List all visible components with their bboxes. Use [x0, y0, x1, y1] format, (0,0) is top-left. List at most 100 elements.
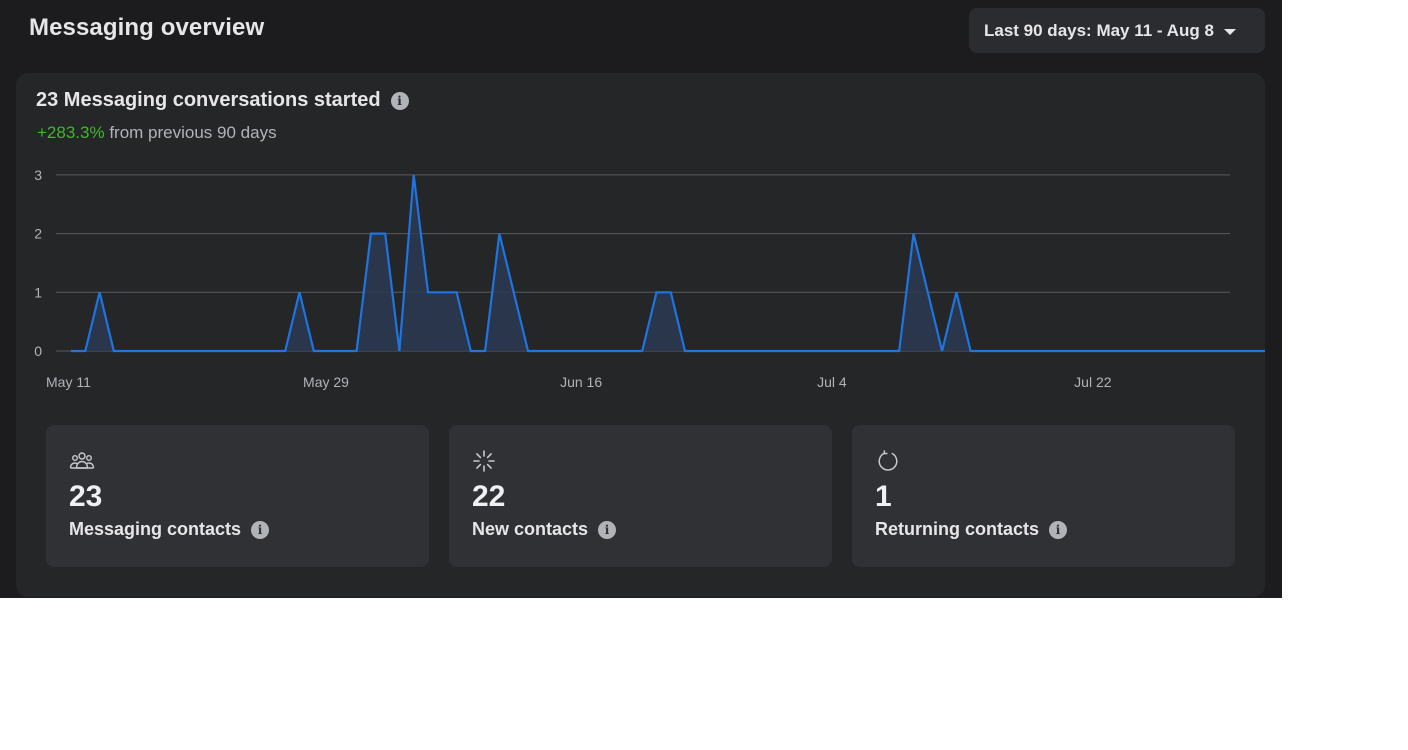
data-point[interactable]: [980, 346, 990, 356]
metric-label: Returning contacts i: [875, 519, 1212, 540]
data-point[interactable]: [1151, 346, 1161, 356]
data-point[interactable]: [109, 346, 119, 356]
data-point[interactable]: [823, 346, 833, 356]
data-point[interactable]: [452, 287, 462, 297]
data-point[interactable]: [1051, 346, 1061, 356]
data-point[interactable]: [309, 346, 319, 356]
data-point[interactable]: [723, 346, 733, 356]
data-point[interactable]: [437, 287, 447, 297]
page-title: Messaging overview: [29, 14, 265, 41]
metric-label: New contacts i: [472, 519, 809, 540]
data-point[interactable]: [1108, 346, 1118, 356]
data-point[interactable]: [180, 346, 190, 356]
data-point[interactable]: [1009, 346, 1019, 356]
info-icon[interactable]: i: [251, 520, 270, 539]
data-point[interactable]: [352, 346, 362, 356]
data-point[interactable]: [423, 287, 433, 297]
info-icon[interactable]: i: [390, 91, 409, 110]
data-point[interactable]: [323, 346, 333, 356]
x-tick-label: May 11: [46, 374, 91, 390]
data-point[interactable]: [1023, 346, 1033, 356]
data-point[interactable]: [1166, 346, 1176, 356]
data-point[interactable]: [223, 346, 233, 356]
data-point[interactable]: [1251, 346, 1261, 356]
data-point[interactable]: [209, 346, 219, 356]
data-point[interactable]: [766, 346, 776, 356]
data-point[interactable]: [1037, 346, 1047, 356]
data-point[interactable]: [66, 346, 76, 356]
data-point[interactable]: [537, 346, 547, 356]
data-point[interactable]: [152, 346, 162, 356]
metric-label: Messaging contacts i: [69, 519, 406, 540]
data-point[interactable]: [809, 346, 819, 356]
data-point[interactable]: [480, 346, 490, 356]
conversations-headline: 23 Messaging conversations started i: [36, 89, 409, 112]
data-point[interactable]: [466, 346, 476, 356]
data-point[interactable]: [337, 346, 347, 356]
data-point[interactable]: [80, 346, 90, 356]
data-point[interactable]: [580, 346, 590, 356]
data-point[interactable]: [751, 346, 761, 356]
data-point[interactable]: [1208, 346, 1218, 356]
data-point[interactable]: [394, 346, 404, 356]
data-point[interactable]: [837, 346, 847, 356]
data-point[interactable]: [623, 346, 633, 356]
data-point[interactable]: [137, 346, 147, 356]
data-point[interactable]: [1180, 346, 1190, 356]
data-point[interactable]: [737, 346, 747, 356]
data-point[interactable]: [95, 287, 105, 297]
data-point[interactable]: [666, 287, 676, 297]
data-point[interactable]: [409, 170, 419, 180]
data-point[interactable]: [780, 346, 790, 356]
data-point[interactable]: [1066, 346, 1076, 356]
x-tick-label: Jul 22: [1074, 374, 1112, 390]
data-point[interactable]: [166, 346, 176, 356]
info-icon[interactable]: i: [598, 520, 617, 539]
data-point[interactable]: [1123, 346, 1133, 356]
data-point[interactable]: [894, 346, 904, 356]
data-point[interactable]: [637, 346, 647, 356]
data-point[interactable]: [280, 346, 290, 356]
data-point[interactable]: [123, 346, 133, 356]
data-point[interactable]: [509, 287, 519, 297]
messaging-overview-panel: Messaging overview Last 90 days: May 11 …: [0, 0, 1282, 598]
data-point[interactable]: [1237, 346, 1247, 356]
data-point[interactable]: [366, 229, 376, 239]
data-point[interactable]: [1080, 346, 1090, 356]
data-point[interactable]: [966, 346, 976, 356]
data-point[interactable]: [937, 346, 947, 356]
data-point[interactable]: [195, 346, 205, 356]
data-point[interactable]: [523, 346, 533, 356]
data-point[interactable]: [794, 346, 804, 356]
data-point[interactable]: [994, 346, 1004, 356]
data-point[interactable]: [237, 346, 247, 356]
data-point[interactable]: [851, 346, 861, 356]
data-point[interactable]: [609, 346, 619, 356]
date-range-dropdown[interactable]: Last 90 days: May 11 - Aug 8: [969, 8, 1265, 53]
data-point[interactable]: [680, 346, 690, 356]
data-point[interactable]: [266, 346, 276, 356]
data-point[interactable]: [923, 287, 933, 297]
data-point[interactable]: [709, 346, 719, 356]
info-icon[interactable]: i: [1049, 520, 1068, 539]
data-point[interactable]: [694, 346, 704, 356]
metrics-row: 23 Messaging contacts i: [46, 425, 1235, 567]
data-point[interactable]: [1194, 346, 1204, 356]
data-point[interactable]: [494, 229, 504, 239]
data-point[interactable]: [1223, 346, 1233, 356]
data-point[interactable]: [1137, 346, 1147, 356]
y-tick-label: 3: [34, 167, 42, 183]
data-point[interactable]: [594, 346, 604, 356]
data-point[interactable]: [380, 229, 390, 239]
data-point[interactable]: [652, 287, 662, 297]
data-point[interactable]: [552, 346, 562, 356]
data-point[interactable]: [252, 346, 262, 356]
data-point[interactable]: [880, 346, 890, 356]
data-point[interactable]: [866, 346, 876, 356]
change-percent: +283.3%: [37, 123, 105, 142]
data-point[interactable]: [951, 287, 961, 297]
data-point[interactable]: [295, 287, 305, 297]
data-point[interactable]: [566, 346, 576, 356]
data-point[interactable]: [909, 229, 919, 239]
data-point[interactable]: [1094, 346, 1104, 356]
